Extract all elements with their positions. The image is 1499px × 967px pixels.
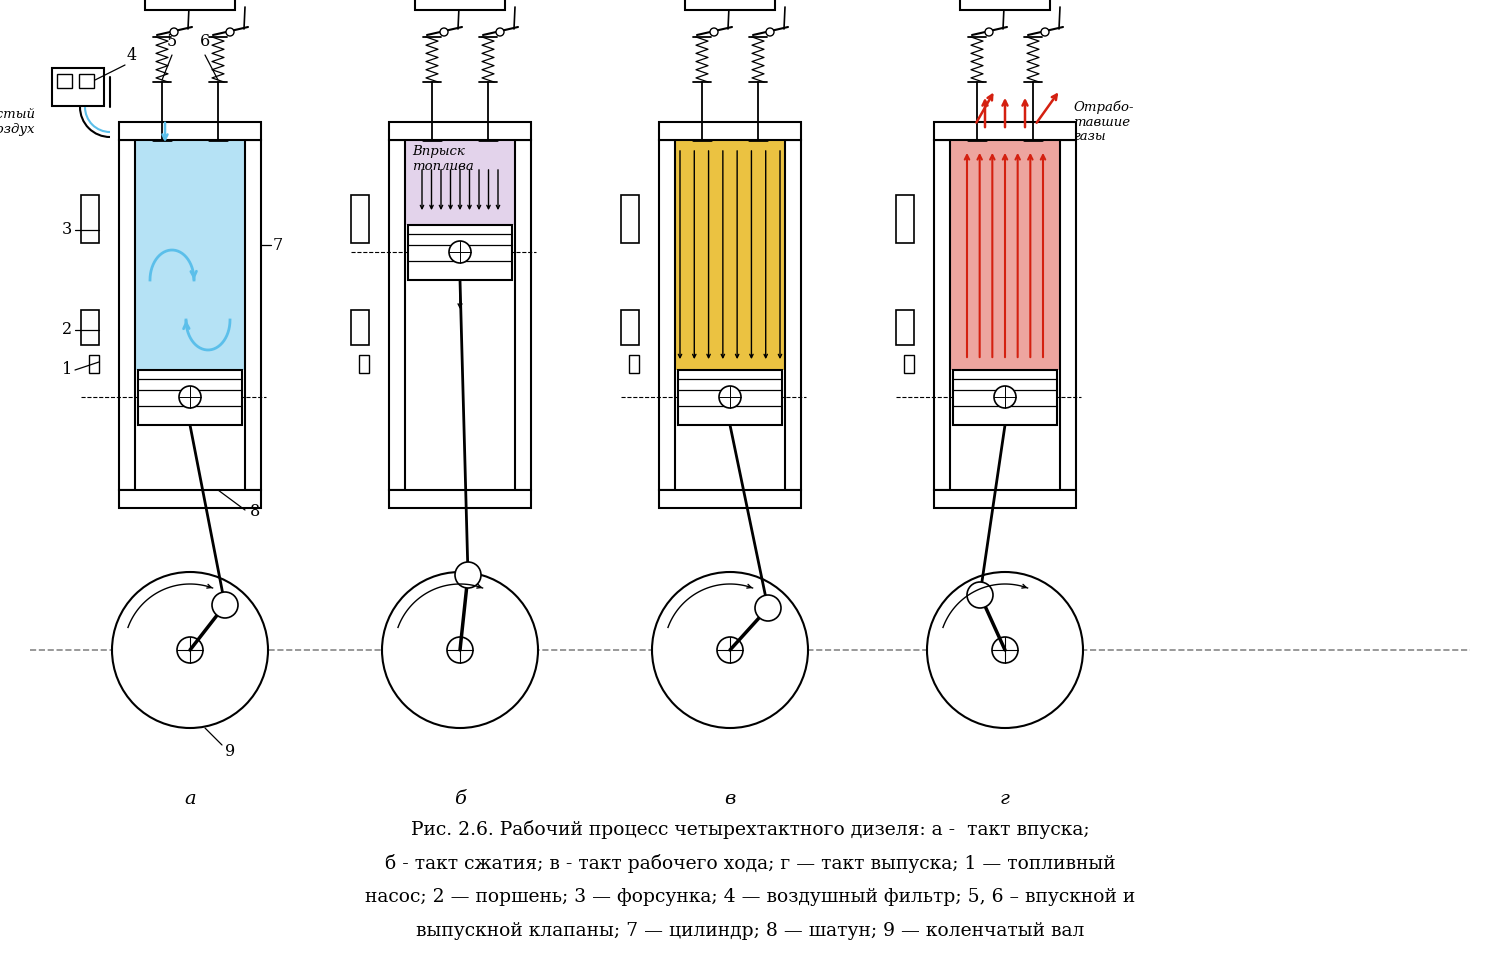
Text: 3: 3 [61,221,72,239]
Bar [630,355,639,373]
Bar [408,225,513,280]
Bar [950,140,1060,370]
Bar [675,140,785,370]
Circle shape [1040,28,1049,36]
Circle shape [112,572,268,728]
Bar [415,0,505,10]
Bar [118,140,135,490]
Circle shape [652,572,808,728]
Bar [138,370,241,425]
Bar [57,74,72,88]
Text: насос; 2 — поршень; 3 — форсунка; 4 — воздушный фильтр; 5, 6 – впускной и: насос; 2 — поршень; 3 — форсунка; 4 — во… [364,888,1135,906]
Circle shape [985,28,992,36]
Bar [785,140,800,490]
Bar [390,122,531,140]
Text: 8: 8 [250,504,261,520]
Bar [52,68,103,106]
Text: 4: 4 [127,46,136,64]
Bar [118,122,261,140]
Circle shape [994,386,1016,408]
Circle shape [711,28,718,36]
Text: в: в [724,790,736,808]
Bar [904,355,914,373]
Bar [351,195,369,243]
Circle shape [178,386,201,408]
Text: 6: 6 [199,34,210,50]
Bar [79,74,94,88]
Circle shape [720,386,741,408]
Bar [678,370,782,425]
Bar [135,140,244,370]
Bar [390,140,405,490]
Bar [660,490,800,508]
Bar [934,140,950,490]
Bar [118,490,261,508]
Bar [660,140,675,490]
Circle shape [226,28,234,36]
Bar [934,490,1076,508]
Bar [244,140,261,490]
Bar [896,310,914,345]
Text: б: б [454,790,466,808]
Bar [953,370,1057,425]
Text: б - такт сжатия; в - такт рабочего хода; г — такт выпуска; 1 — топливный: б - такт сжатия; в - такт рабочего хода;… [385,854,1115,873]
Bar [81,310,99,345]
Bar [145,0,235,10]
Bar [685,0,775,10]
Text: 1: 1 [61,362,72,378]
Circle shape [992,637,1018,663]
Circle shape [926,572,1082,728]
Circle shape [450,241,471,263]
Text: Чистый
воздух: Чистый воздух [0,108,34,136]
Text: г: г [1000,790,1010,808]
Bar [516,140,531,490]
Bar [934,122,1076,140]
Text: Отрабо-
тавшие
газы: Отрабо- тавшие газы [1073,100,1133,143]
Circle shape [496,28,504,36]
Bar [621,195,639,243]
Text: а: а [184,790,196,808]
Bar [1060,140,1076,490]
Circle shape [177,637,202,663]
Bar [896,195,914,243]
Circle shape [755,595,781,621]
Circle shape [211,592,238,618]
Bar [405,140,516,225]
Circle shape [447,637,474,663]
Text: 2: 2 [61,321,72,338]
Bar [959,0,1049,10]
Bar [660,122,800,140]
Bar [88,355,99,373]
Bar [81,195,99,243]
Circle shape [456,562,481,588]
Text: выпускной клапаны; 7 — цилиндр; 8 — шатун; 9 — коленчатый вал: выпускной клапаны; 7 — цилиндр; 8 — шату… [415,922,1084,940]
Text: 5: 5 [166,34,177,50]
Circle shape [169,28,178,36]
Bar [358,355,369,373]
Circle shape [441,28,448,36]
Bar [351,310,369,345]
Text: 7: 7 [273,237,283,253]
Bar [390,490,531,508]
Circle shape [382,572,538,728]
Text: Рис. 2.6. Рабочий процесс четырехтактного дизеля: а -  такт впуска;: Рис. 2.6. Рабочий процесс четырехтактног… [411,820,1090,839]
Bar [621,310,639,345]
Text: 9: 9 [225,744,235,760]
Text: Впрыск
топлива: Впрыск топлива [412,145,474,173]
Circle shape [766,28,773,36]
Circle shape [717,637,744,663]
Circle shape [967,582,992,608]
